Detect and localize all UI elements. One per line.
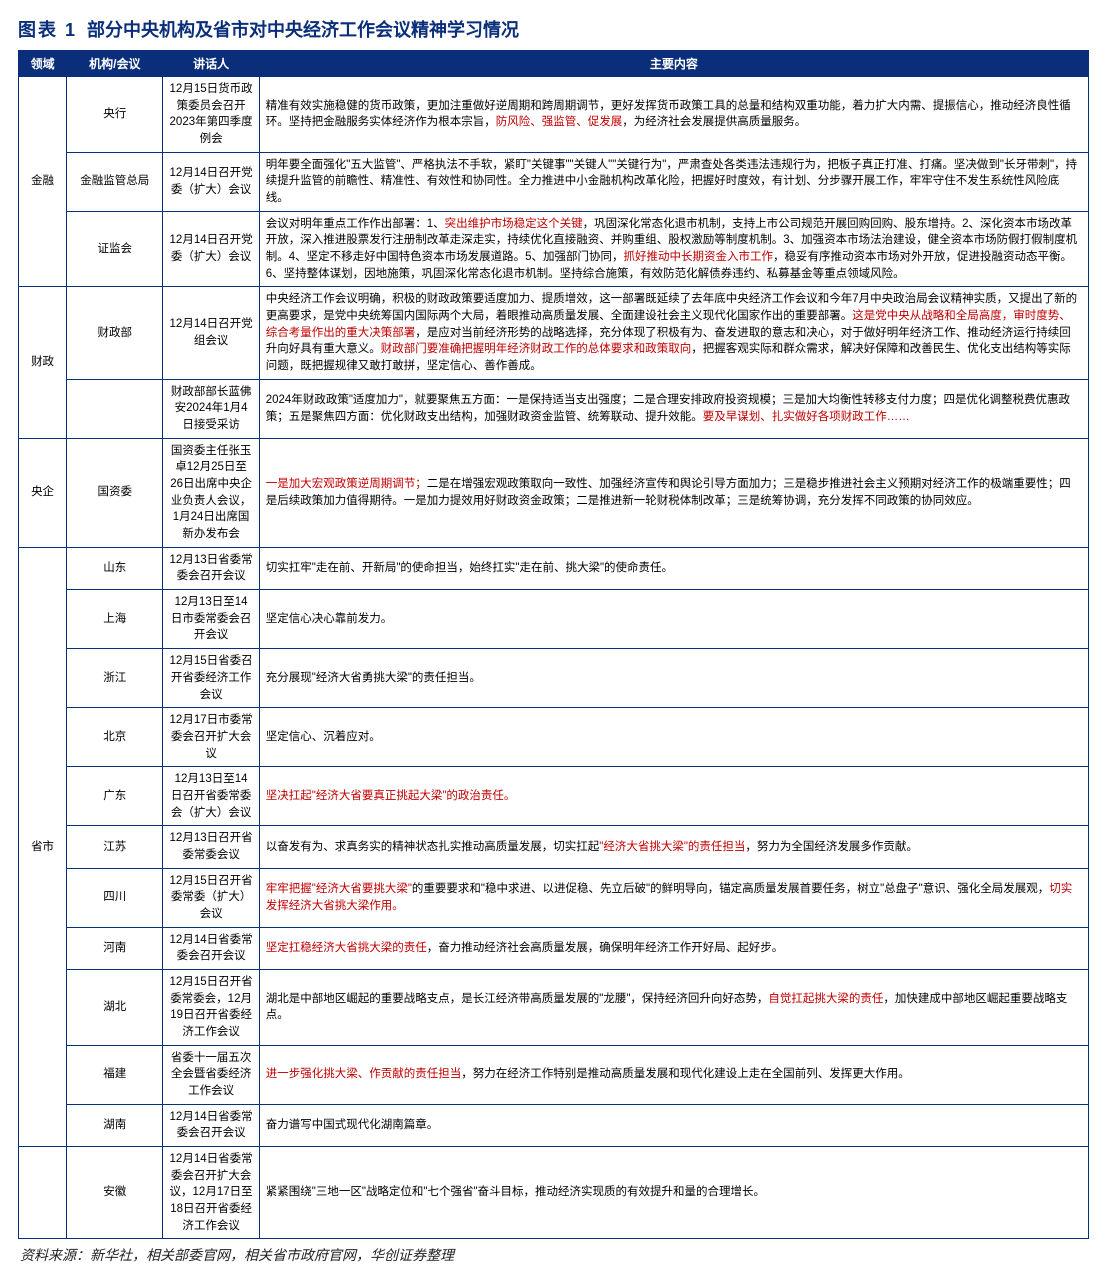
cell-content: 一是加大宏观政策逆周期调节；二是在增强宏观政策取向一致性、加强经济宣传和舆论引导… [259,438,1088,547]
cell-speaker: 12月14日省委常委会召开会议 [163,1104,259,1146]
table-row: 湖北12月15日召开省委常委会，12月19日召开省委经济工作会议湖北是中部地区崛… [19,969,1089,1045]
table-row: 安徽12月14日省委常委会召开扩大会议，12月17日至18日召开省委经济工作会议… [19,1146,1089,1238]
cell-speaker: 12月15日省委召开省委经济工作会议 [163,649,259,708]
table-row: 省市山东12月13日省委常委会召开会议切实扛牢"走在前、开新局"的使命担当，始终… [19,547,1089,589]
col-org: 机构/会议 [67,51,163,77]
col-domain: 领域 [19,51,67,77]
table-row: 河南12月14日省委常委会召开会议坚定扛稳经济大省挑大梁的责任，奋力推动经济社会… [19,927,1089,969]
cell-speaker: 12月14日召开党委（扩大）会议 [163,152,259,211]
cell-org: 央行 [67,77,163,153]
col-content: 主要内容 [259,51,1088,77]
cell-org: 福建 [67,1045,163,1104]
cell-org: 上海 [67,590,163,649]
cell-content: 坚决扛起"经济大省要真正挑起大梁"的政治责任。 [259,767,1088,826]
study-table: 领域 机构/会议 讲话人 主要内容 金融央行12月15日货币政策委员会召开202… [18,50,1089,1239]
cell-speaker: 12月13日省委常委会召开会议 [163,547,259,589]
cell-speaker: 财政部部长蓝佛安2024年1月4日接受采访 [163,379,259,438]
table-row: 财政部部长蓝佛安2024年1月4日接受采访2024年财政政策"适度加力"，就要聚… [19,379,1089,438]
table-row: 财政财政部12月14日召开党组会议中央经济工作会议明确，积极的财政政策要适度加力… [19,287,1089,379]
cell-content: 湖北是中部地区崛起的重要战略支点，是长江经济带高质量发展的"龙腰"，保持经济回升… [259,969,1088,1045]
cell-org: 国资委 [67,438,163,547]
cell-org: 山东 [67,547,163,589]
cell-org: 湖南 [67,1104,163,1146]
table-header-row: 领域 机构/会议 讲话人 主要内容 [19,51,1089,77]
cell-org: 浙江 [67,649,163,708]
table-row: 福建省委十一届五次全会暨省委经济工作会议进一步强化挑大梁、作贡献的责任担当，努力… [19,1045,1089,1104]
cell-content: 紧紧围绕"三地一区"战略定位和"七个强省"奋斗目标，推动经济实现质的有效提升和量… [259,1146,1088,1238]
cell-org [67,379,163,438]
cell-content: 坚定信心、沉着应对。 [259,708,1088,767]
cell-content: 中央经济工作会议明确，积极的财政政策要适度加力、提质增效，这一部署既延续了去年底… [259,287,1088,379]
caption-number: 图表 1 [18,20,77,40]
cell-domain: 财政 [19,287,67,438]
source-footnote: 资料来源：新华社，相关部委官网，相关省市政府官网，华创证券整理 [18,1239,1089,1265]
cell-content: 坚定信心决心靠前发力。 [259,590,1088,649]
cell-domain: 省市 [19,547,67,1146]
cell-content: 切实扛牢"走在前、开新局"的使命担当，始终扛实"走在前、挑大梁"的使命责任。 [259,547,1088,589]
cell-content: 奋力谱写中国式现代化湖南篇章。 [259,1104,1088,1146]
table-body: 金融央行12月15日货币政策委员会召开2023年第四季度例会精准有效实施稳健的货… [19,77,1089,1239]
cell-org: 金融监管总局 [67,152,163,211]
cell-domain: 金融 [19,77,67,287]
cell-speaker: 12月14日召开党委（扩大）会议 [163,211,259,287]
cell-org: 广东 [67,767,163,826]
cell-content: 进一步强化挑大梁、作贡献的责任担当，努力在经济工作特别是推动高质量发展和现代化建… [259,1045,1088,1104]
cell-speaker: 12月13日召开省委常委会议 [163,826,259,868]
cell-content: 充分展现"经济大省勇挑大梁"的责任担当。 [259,649,1088,708]
cell-org: 江苏 [67,826,163,868]
cell-content: 坚定扛稳经济大省挑大梁的责任，奋力推动经济社会高质量发展，确保明年经济工作开好局… [259,927,1088,969]
table-row: 浙江12月15日省委召开省委经济工作会议充分展现"经济大省勇挑大梁"的责任担当。 [19,649,1089,708]
cell-domain: 央企 [19,438,67,547]
cell-content: 明年要全面强化"五大监管"、严格执法不手软，紧盯"关键事""关键人""关键行为"… [259,152,1088,211]
table-row: 金融央行12月15日货币政策委员会召开2023年第四季度例会精准有效实施稳健的货… [19,77,1089,153]
table-row: 北京12月17日市委常委会召开扩大会议坚定信心、沉着应对。 [19,708,1089,767]
cell-domain [19,1146,67,1238]
cell-speaker: 12月13日至14日市委常委会召开会议 [163,590,259,649]
table-row: 四川12月15日召开省委常委（扩大）会议牢牢把握"经济大省要挑大梁"的重要要求和… [19,868,1089,927]
cell-content: 精准有效实施稳健的货币政策，更加注重做好逆周期和跨周期调节，更好发挥货币政策工具… [259,77,1088,153]
cell-org: 证监会 [67,211,163,287]
cell-speaker: 12月14日召开党组会议 [163,287,259,379]
table-row: 证监会12月14日召开党委（扩大）会议会议对明年重点工作作出部署：1、突出维护市… [19,211,1089,287]
table-row: 广东12月13日至14日召开省委常委会（扩大）会议坚决扛起"经济大省要真正挑起大… [19,767,1089,826]
table-caption: 图表 1 部分中央机构及省市对中央经济工作会议精神学习情况 [18,12,1089,50]
cell-speaker: 12月15日货币政策委员会召开2023年第四季度例会 [163,77,259,153]
table-row: 上海12月13日至14日市委常委会召开会议坚定信心决心靠前发力。 [19,590,1089,649]
cell-content: 牢牢把握"经济大省要挑大梁"的重要要求和"稳中求进、以进促稳、先立后破"的鲜明导… [259,868,1088,927]
cell-org: 安徽 [67,1146,163,1238]
cell-org: 财政部 [67,287,163,379]
cell-speaker: 国资委主任张玉卓12月25日至26日出席中央企业负责人会议，1月24日出席国新办… [163,438,259,547]
cell-speaker: 12月15日召开省委常委（扩大）会议 [163,868,259,927]
cell-speaker: 12月13日至14日召开省委常委会（扩大）会议 [163,767,259,826]
cell-content: 会议对明年重点工作作出部署：1、突出维护市场稳定这个关键，巩固深化常态化退市机制… [259,211,1088,287]
cell-speaker: 12月14日省委常委会召开会议 [163,927,259,969]
table-row: 金融监管总局12月14日召开党委（扩大）会议明年要全面强化"五大监管"、严格执法… [19,152,1089,211]
cell-speaker: 12月17日市委常委会召开扩大会议 [163,708,259,767]
cell-org: 四川 [67,868,163,927]
cell-speaker: 12月14日省委常委会召开扩大会议，12月17日至18日召开省委经济工作会议 [163,1146,259,1238]
cell-content: 2024年财政政策"适度加力"，就要聚焦五方面：一是保持适当支出强度；二是合理安… [259,379,1088,438]
caption-title: 部分中央机构及省市对中央经济工作会议精神学习情况 [87,20,519,40]
cell-speaker: 12月15日召开省委常委会，12月19日召开省委经济工作会议 [163,969,259,1045]
cell-org: 北京 [67,708,163,767]
cell-content: 以奋发有为、求真务实的精神状态扎实推动高质量发展，切实扛起"经济大省挑大梁"的责… [259,826,1088,868]
cell-org: 湖北 [67,969,163,1045]
table-row: 央企国资委国资委主任张玉卓12月25日至26日出席中央企业负责人会议，1月24日… [19,438,1089,547]
cell-org: 河南 [67,927,163,969]
cell-speaker: 省委十一届五次全会暨省委经济工作会议 [163,1045,259,1104]
table-row: 江苏12月13日召开省委常委会议以奋发有为、求真务实的精神状态扎实推动高质量发展… [19,826,1089,868]
table-row: 湖南12月14日省委常委会召开会议奋力谱写中国式现代化湖南篇章。 [19,1104,1089,1146]
col-speaker: 讲话人 [163,51,259,77]
